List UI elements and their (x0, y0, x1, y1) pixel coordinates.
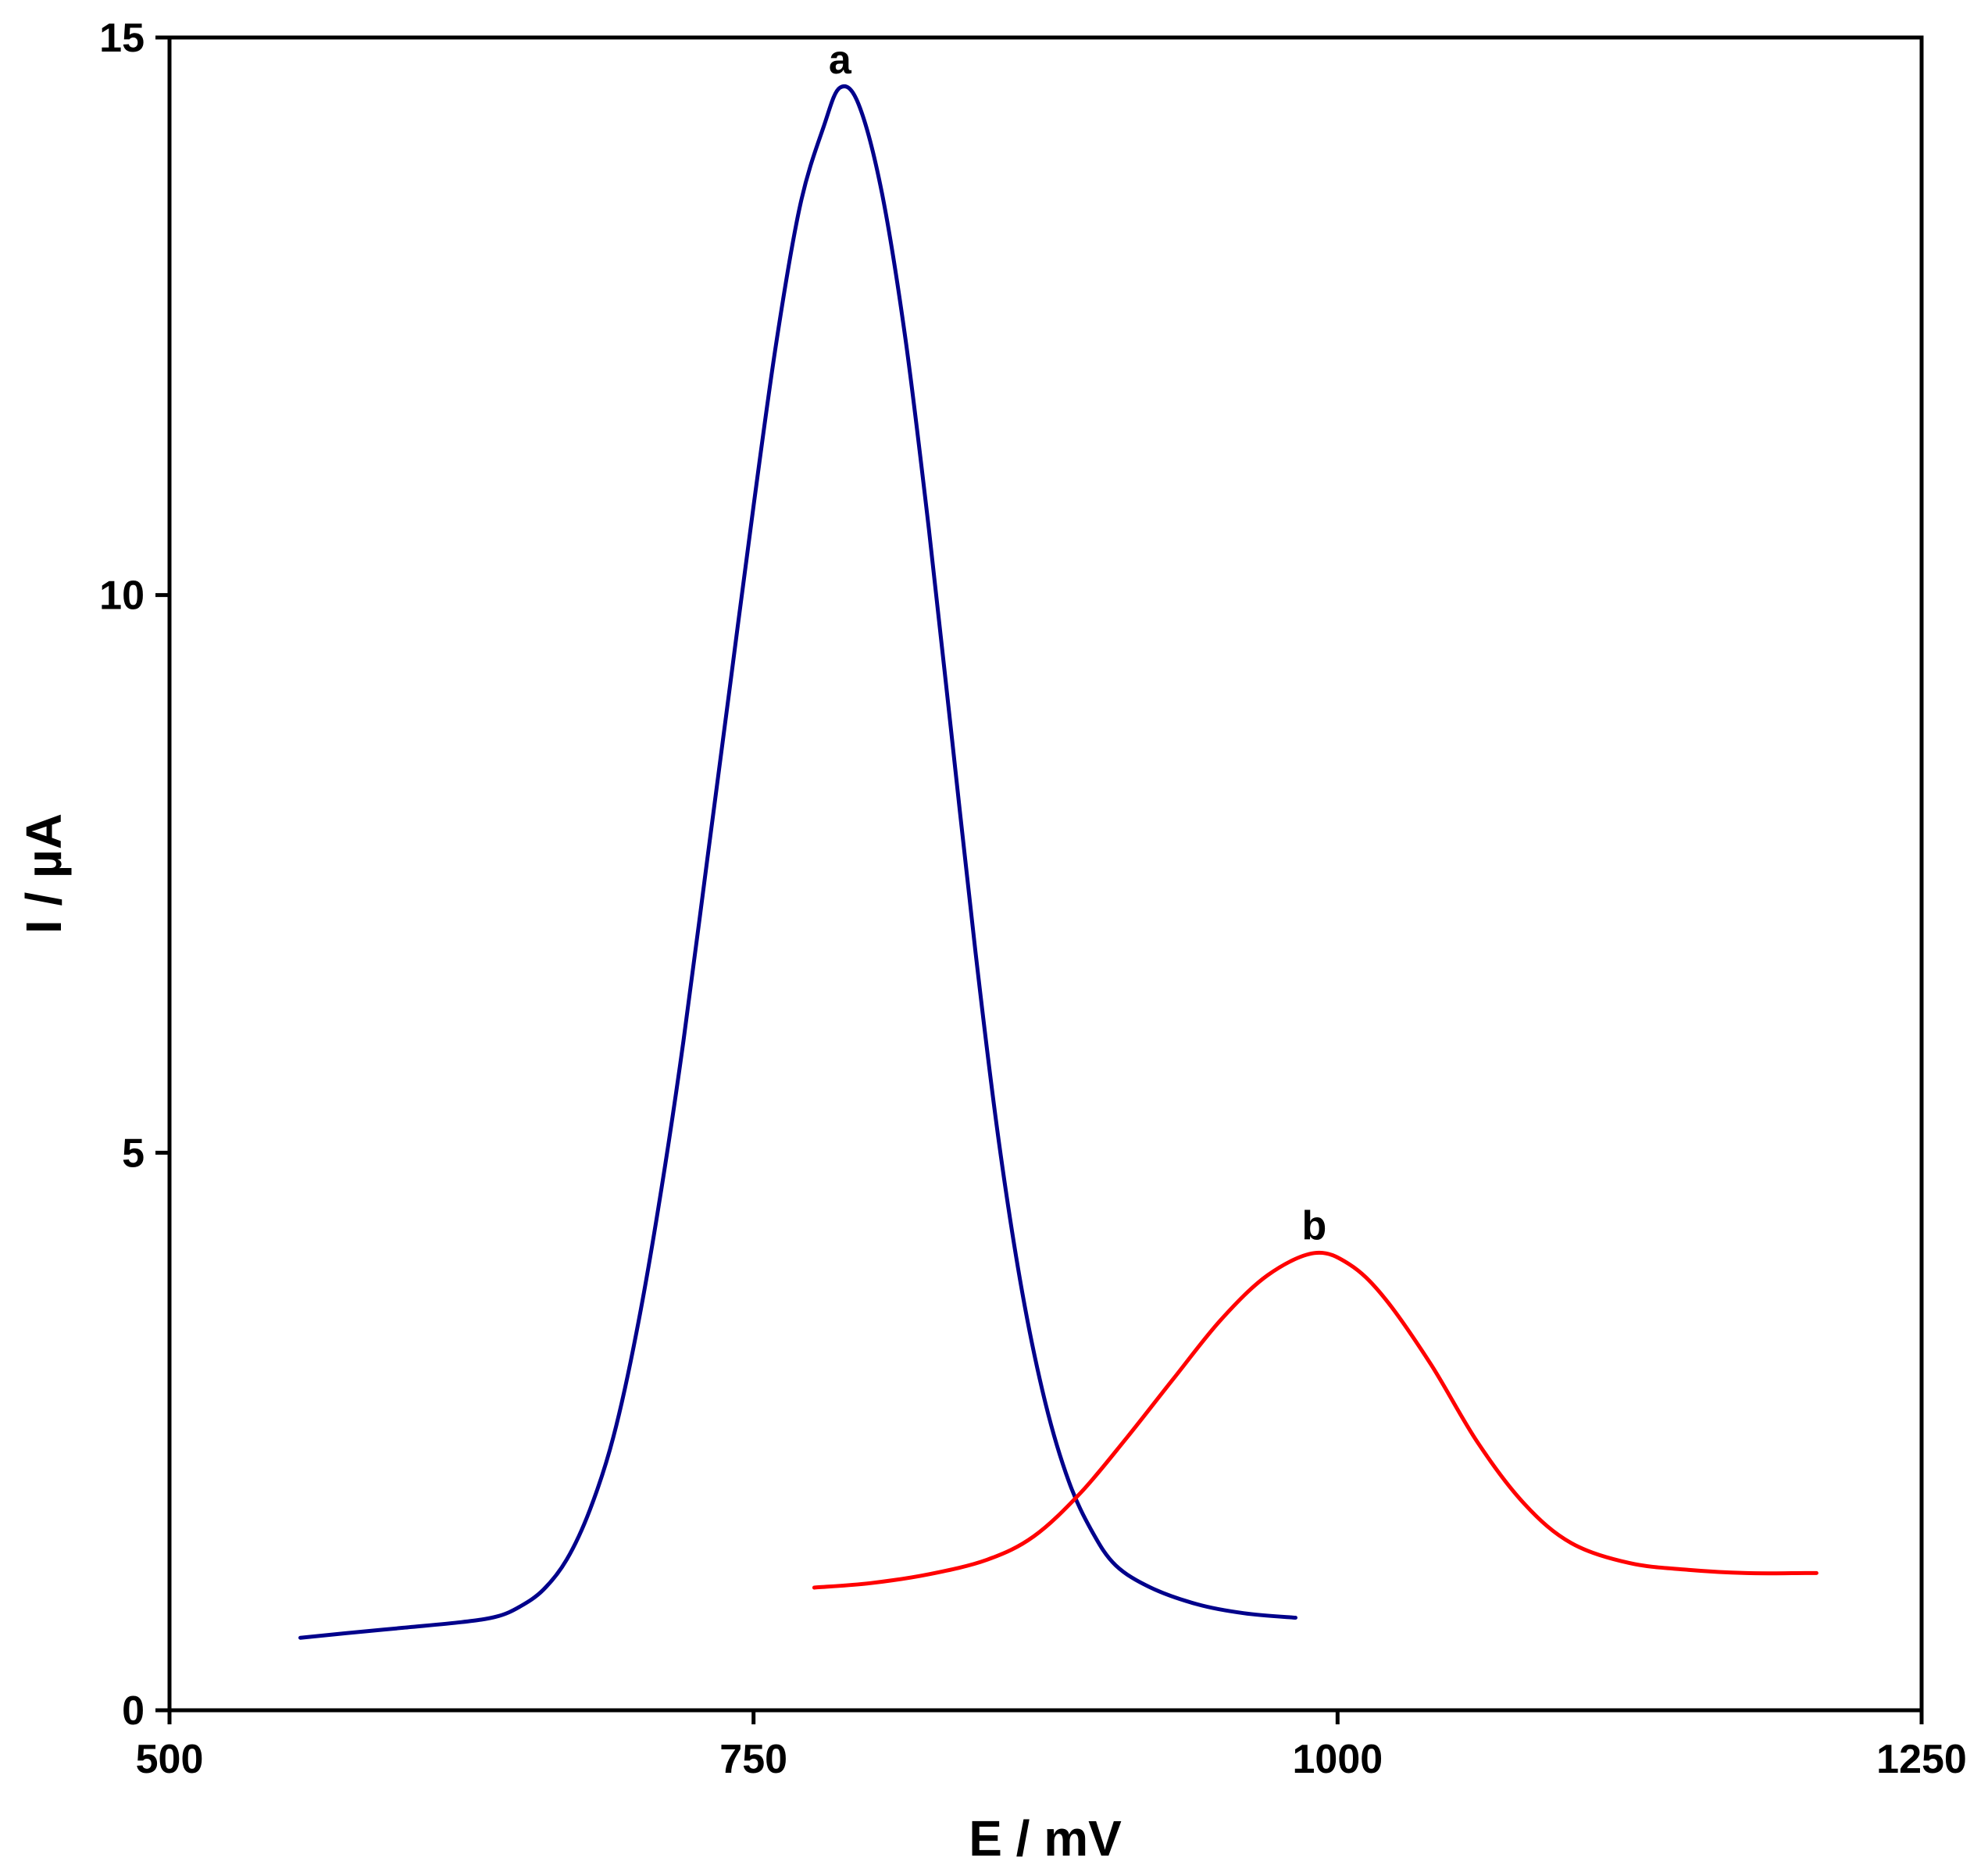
y-axis-title: I / µA (16, 813, 72, 934)
curves (298, 84, 1818, 1640)
x-tick-label-3: 1250 (1876, 1737, 1967, 1782)
curve-label-a: a (829, 38, 852, 83)
x-axis-title: E / mV (969, 1810, 1122, 1867)
plot-area (167, 35, 1924, 1713)
y-tick-label-1: 5 (122, 1131, 145, 1176)
y-tick-label-3: 15 (99, 16, 145, 61)
y-tick-label-2: 10 (99, 573, 145, 619)
x-tick-label-2: 1000 (1292, 1737, 1383, 1782)
series-a-line (298, 84, 1297, 1640)
series-b-line (812, 1250, 1818, 1590)
y-tick-label-0: 0 (122, 1688, 145, 1734)
ticks: 500 750 1000 1250 0 5 10 15 (99, 16, 1967, 1782)
x-tick-label-1: 750 (719, 1737, 787, 1782)
annotations: ab (829, 38, 1326, 1249)
x-tick-label-0: 500 (136, 1737, 204, 1782)
curve-label-b: b (1302, 1203, 1327, 1249)
